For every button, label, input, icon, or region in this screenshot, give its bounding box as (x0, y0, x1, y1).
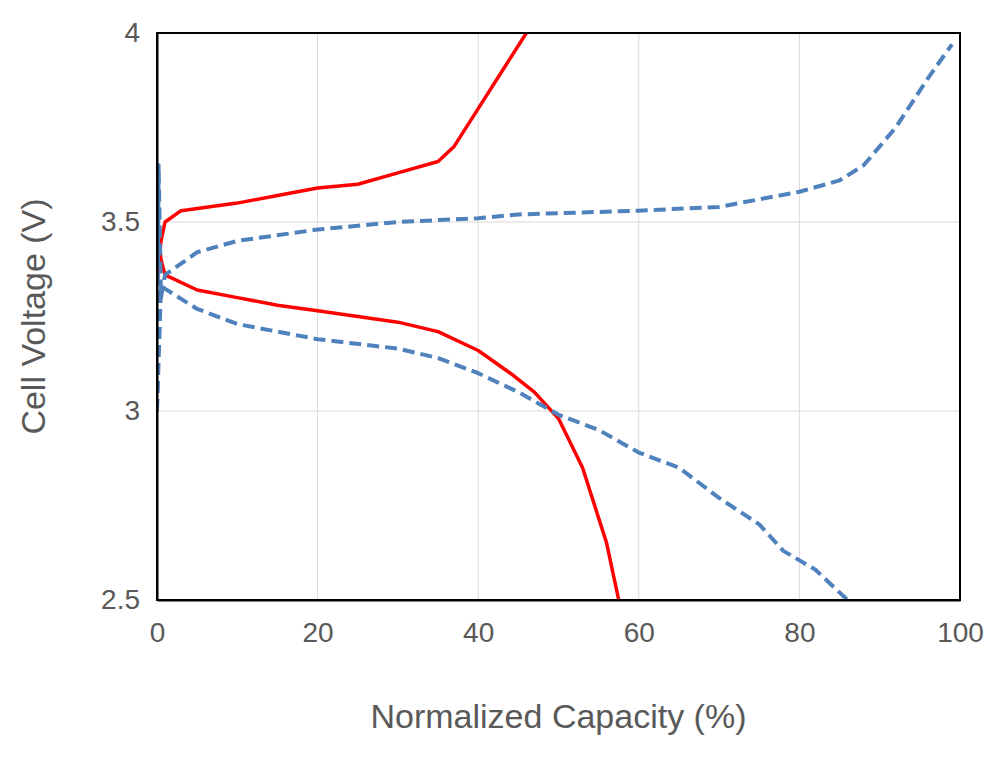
x-tick-label: 80 (784, 617, 815, 648)
y-tick: 3 (124, 395, 157, 426)
series-group (157, 33, 952, 600)
x-tick: 0 (150, 600, 166, 648)
plot-area: 0 20 40 60 80 100 2.5 3 3.5 4 (101, 17, 984, 647)
series-line (157, 222, 619, 600)
series-line (157, 44, 952, 411)
x-axis-title: Normalized Capacity (%) (371, 697, 747, 735)
plot-frame (157, 33, 960, 600)
y-axis-line (157, 34, 159, 601)
x-tick-label: 100 (937, 617, 984, 648)
chart: 0 20 40 60 80 100 2.5 3 3.5 4 Normalized Capacity … (0, 0, 1004, 757)
grid-line-x (638, 33, 639, 600)
y-axis: 2.5 3 3.5 4 (101, 17, 157, 615)
grid-line-x (157, 33, 158, 600)
y-axis-title: Cell Voltage (V) (14, 198, 52, 434)
y-tick-label: 2.5 (101, 584, 140, 615)
y-tick: 4 (124, 17, 157, 48)
grid-line-y (157, 600, 960, 601)
x-tick: 80 (784, 600, 815, 648)
y-tick: 2.5 (101, 584, 157, 615)
x-axis-line (158, 600, 961, 602)
grid-line-x (317, 33, 318, 600)
grid-line-x (478, 33, 479, 600)
x-tick-label: 60 (624, 617, 655, 648)
x-tick: 40 (463, 600, 494, 648)
x-tick: 20 (303, 600, 334, 648)
x-tick-label: 0 (150, 617, 166, 648)
series-line (157, 33, 526, 279)
x-tick: 100 (937, 600, 984, 648)
series-line (157, 286, 848, 600)
grid (157, 33, 960, 600)
grid-line-y (157, 222, 960, 223)
grid-line-x (799, 33, 800, 600)
grid-line-y (157, 411, 960, 412)
y-tick-label: 3 (124, 395, 140, 426)
y-tick-label: 3.5 (101, 206, 140, 237)
x-tick-label: 40 (463, 617, 494, 648)
x-tick: 60 (624, 600, 655, 648)
y-tick-label: 4 (124, 17, 140, 48)
x-axis: 0 20 40 60 80 100 (150, 600, 984, 648)
x-tick-label: 20 (303, 617, 334, 648)
y-tick: 3.5 (101, 206, 157, 237)
